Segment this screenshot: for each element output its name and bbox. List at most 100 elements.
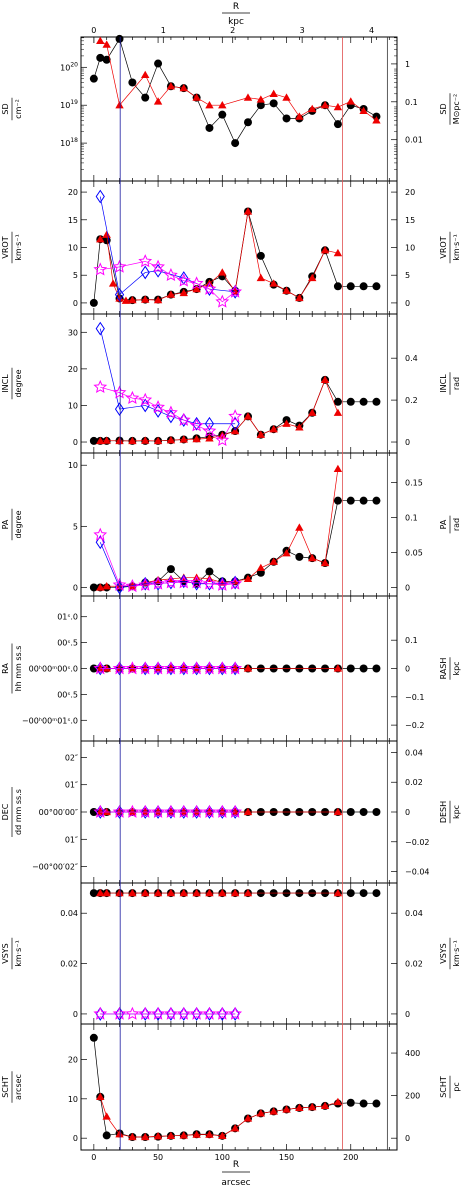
right-tick-label: −0.1 (405, 693, 424, 702)
scht-red-point-1 (102, 1112, 111, 1120)
left-tick-label: 01ˢ.0 (57, 613, 78, 622)
pa-blue-point-8 (217, 576, 227, 591)
right-axis-title: SD M⊙pc⁻² (439, 93, 461, 125)
right-tick-label: 0 (405, 299, 410, 308)
pa-blue-point-9 (230, 575, 240, 590)
sd-red-point-17 (333, 102, 343, 111)
vsys-magenta-point-4 (151, 1006, 165, 1020)
vsys-magenta-point-5 (164, 1006, 178, 1020)
vrot-red-point-18 (295, 293, 304, 302)
left-tick-label: 02″ (65, 753, 78, 762)
incl-red-point-16 (295, 423, 304, 431)
right-axis-title: INCL rad (439, 372, 461, 395)
vrot-red-line (100, 211, 338, 302)
vrot-blue-point-0 (95, 189, 105, 204)
vrot-red-point-7 (153, 295, 163, 304)
pa-magenta-point-3 (138, 577, 153, 591)
pa-red-point-17 (308, 553, 317, 562)
vrot-red-point-0 (96, 234, 105, 243)
pa-red-point-1 (102, 582, 111, 590)
vrot-red-point-4 (121, 296, 131, 304)
panel-frame (80, 180, 398, 315)
ra-black-point-22 (359, 664, 368, 673)
pa-black-point-7 (166, 565, 175, 574)
scht-red-point-13 (256, 1109, 266, 1117)
dec-magenta-point-5 (164, 804, 178, 818)
scht-black-point-22 (359, 1099, 368, 1108)
right-tick-label: 0.1 (405, 513, 418, 522)
right-tick-label: 0 (405, 1134, 410, 1143)
incl-red-point-4 (141, 436, 150, 444)
vsys-magenta-point-2 (125, 1006, 140, 1020)
scht-red-point-12 (243, 1114, 253, 1122)
sd-red-point-2 (115, 101, 124, 109)
ra-red-point-10 (218, 664, 227, 672)
top-tick-label: 1 (161, 26, 166, 35)
sd-red-point-8 (205, 101, 214, 109)
incl-red-point-5 (153, 436, 163, 445)
left-tick-label: 20 (68, 365, 78, 374)
left-axis-title-text: DEC (1, 803, 10, 820)
sd-black-point-1 (96, 53, 105, 62)
incl-red-point-15 (282, 419, 291, 427)
dec-magenta-point-0 (93, 804, 108, 818)
ra-red-point-4 (141, 664, 150, 672)
incl-red-point-8 (192, 434, 201, 443)
ra-red-point-5 (153, 664, 163, 672)
vrot-red-point-2 (108, 279, 118, 287)
scht-black-point-2 (102, 1131, 111, 1140)
pa-red-point-18 (320, 558, 330, 567)
left-tick-label: 5 (73, 522, 78, 531)
dec-magenta-point-6 (176, 804, 191, 818)
sd-black-point-14 (256, 101, 265, 110)
left-tick-label: 15 (68, 216, 78, 225)
scht-red-point-11 (230, 1124, 240, 1132)
vsys-red-point-9 (205, 888, 214, 897)
vrot-red-point-15 (256, 273, 266, 282)
right-tick-label: 0 (405, 583, 410, 592)
pa-magenta-point-2 (125, 578, 140, 593)
vrot-magenta-point-7 (202, 281, 217, 295)
incl-red-point-9 (205, 434, 214, 442)
ra-magenta-point-2 (125, 661, 140, 675)
ra-red-point-7 (179, 664, 188, 672)
bottom-tick-label: 100 (215, 1153, 230, 1162)
ra-red-point-12 (243, 664, 253, 672)
sd-red-point-4 (153, 97, 163, 105)
right-axis-title: DESH kpc (439, 800, 461, 824)
scht-red-point-9 (205, 1130, 214, 1138)
dec-red-point-11 (230, 807, 240, 816)
vsys-magenta-point-0 (93, 1006, 108, 1020)
panel-frame (80, 1023, 398, 1151)
sd-black-point-10 (205, 123, 214, 132)
top-tick-label: 4 (369, 26, 374, 35)
vsys-red-point-10 (218, 888, 227, 897)
ra-magenta-point-9 (215, 661, 230, 675)
vrot-red-point-14 (243, 207, 253, 215)
left-axis-title-text: SD (1, 103, 10, 114)
right-axis-title-text: SD (439, 103, 448, 114)
left-axis-title: SD cm⁻² (1, 97, 23, 121)
vrot-black-point-0 (89, 298, 98, 307)
pa-magenta-point-7 (189, 575, 204, 589)
pa-black-point-22 (359, 496, 368, 505)
right-tick-label: 1 (405, 60, 410, 69)
scht-red-point-7 (179, 1131, 188, 1139)
dec-red-point-4 (141, 807, 150, 816)
incl-red-point-19 (333, 408, 343, 416)
left-axis-title: RA hh mm ss.s (1, 643, 23, 694)
scht-red-point-0 (96, 1092, 105, 1100)
incl-magenta-point-8 (202, 423, 217, 437)
left-axis-title: VSYS km·s⁻¹ (1, 937, 23, 970)
left-axis-title: INCL degree (1, 367, 23, 400)
sd-black-line (93, 38, 377, 144)
incl-red-point-2 (115, 436, 124, 445)
incl-blue-point-1 (114, 402, 125, 417)
pa-black-point-21 (346, 496, 355, 505)
right-axis-title: VROT km·s⁻¹ (439, 231, 461, 264)
sd-red-point-16 (320, 101, 330, 109)
pa-black-point-20 (333, 496, 342, 505)
left-tick-label: 10 (68, 1095, 78, 1104)
top-tick-label: 2 (230, 26, 235, 35)
panel-frame (80, 452, 398, 597)
